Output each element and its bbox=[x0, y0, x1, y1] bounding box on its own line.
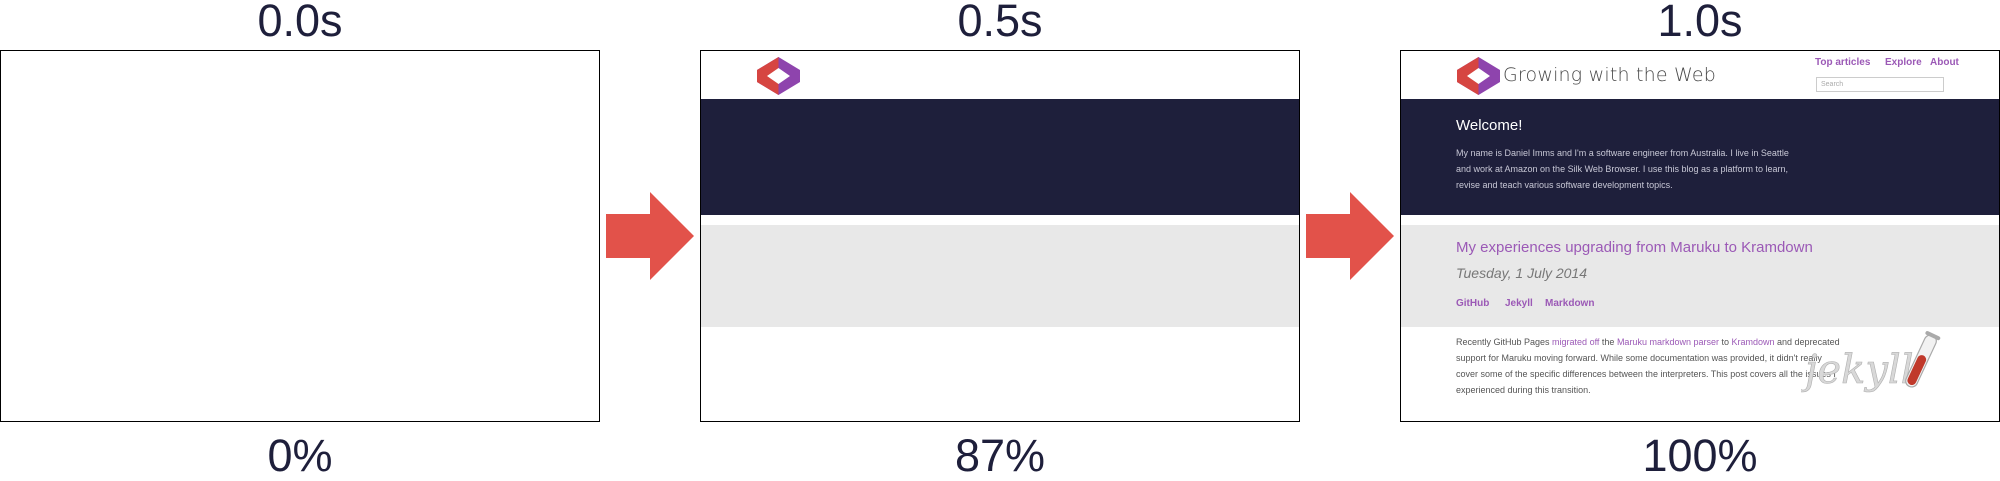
nav-about[interactable]: About bbox=[1930, 57, 1959, 68]
link-kramdown[interactable]: Kramdown bbox=[1731, 337, 1775, 347]
right-arrow-icon bbox=[606, 192, 694, 280]
nav-top-articles[interactable]: Top articles bbox=[1815, 57, 1871, 68]
link-maruku[interactable]: Maruku markdown parser bbox=[1616, 337, 1719, 347]
site-header bbox=[701, 51, 1299, 99]
frame-time-label: 1.0s bbox=[1657, 0, 1743, 46]
site-logo-icon[interactable] bbox=[1457, 57, 1500, 95]
post-excerpt: Recently GitHub Pages migrated off the M… bbox=[1456, 334, 1841, 398]
hero-banner: Welcome! My name is Daniel Imms and I'm … bbox=[1401, 99, 1999, 215]
jekyll-logo-icon: jekyll bbox=[1801, 331, 1941, 393]
tag-markdown[interactable]: Markdown bbox=[1545, 298, 1595, 309]
site-title[interactable]: Growing with the Web bbox=[1503, 64, 1717, 86]
nav-explore[interactable]: Explore bbox=[1885, 57, 1922, 68]
post-header-strip bbox=[701, 225, 1299, 327]
site-header: Growing with the Web Top articles Explor… bbox=[1401, 51, 1999, 99]
excerpt-text: the bbox=[1599, 337, 1617, 347]
site-logo-icon bbox=[757, 57, 800, 95]
right-arrow-icon bbox=[1306, 192, 1394, 280]
frame-time-label: 0.5s bbox=[957, 0, 1043, 46]
frame-percent-label: 0% bbox=[267, 430, 333, 481]
frame-complete: Growing with the Web Top articles Explor… bbox=[1400, 50, 2000, 422]
frame-percent-label: 100% bbox=[1642, 430, 1758, 481]
frame-partial bbox=[700, 50, 1300, 422]
hero-banner bbox=[701, 99, 1299, 215]
excerpt-text: and deprecated support for Maruku moving… bbox=[1456, 337, 1840, 395]
link-migrated-off[interactable]: migrated off bbox=[1552, 337, 1600, 347]
hero-title: Welcome! bbox=[1456, 117, 1523, 134]
frame-percent-label: 87% bbox=[954, 430, 1046, 481]
post-date: Tuesday, 1 July 2014 bbox=[1456, 265, 1588, 281]
excerpt-text: to bbox=[1718, 337, 1732, 347]
excerpt-text: Recently GitHub Pages bbox=[1456, 337, 1553, 347]
search-input[interactable]: Search bbox=[1816, 77, 1944, 92]
post-title-link[interactable]: My experiences upgrading from Maruku to … bbox=[1456, 239, 1813, 256]
tag-github[interactable]: GitHub bbox=[1456, 298, 1490, 309]
tag-jekyll[interactable]: Jekyll bbox=[1505, 298, 1533, 309]
frame-blank bbox=[0, 50, 600, 422]
jekyll-wordmark: jekyll bbox=[1801, 347, 1914, 393]
hero-text: My name is Daniel Imms and I'm a softwar… bbox=[1456, 148, 1789, 190]
frame-time-label: 0.0s bbox=[257, 0, 343, 46]
post-header-strip: My experiences upgrading from Maruku to … bbox=[1401, 225, 1999, 327]
